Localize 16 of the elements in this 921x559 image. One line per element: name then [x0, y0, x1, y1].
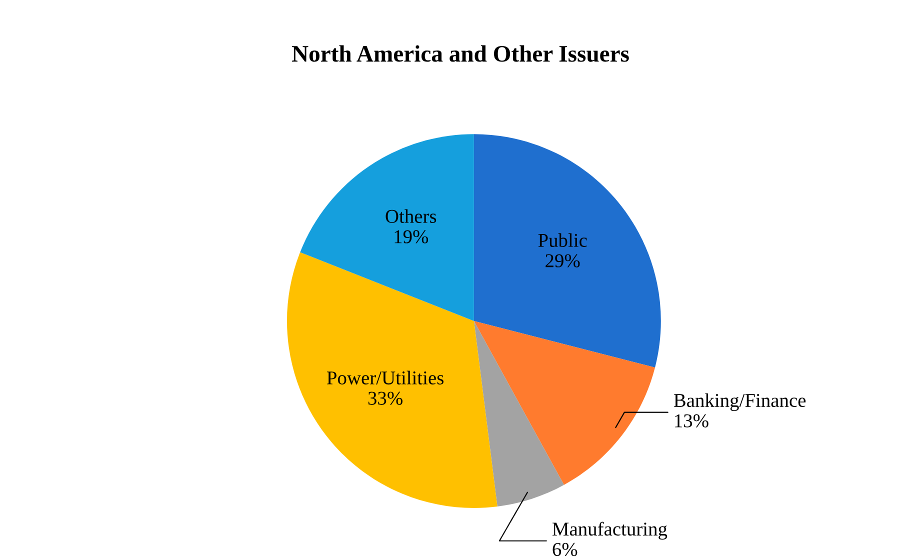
pie-slice — [286, 252, 498, 508]
pie-slice — [474, 321, 564, 507]
data-label: 33% — [368, 392, 402, 405]
slice-label: Banking/Finance — [674, 393, 806, 412]
data-label: 29% — [546, 254, 580, 268]
pie-slice — [300, 134, 474, 322]
chart-title: North America and Other Issuers — [292, 45, 629, 62]
data-label: 19% — [394, 230, 428, 244]
data-label: 13% — [675, 414, 708, 428]
slice-label: Power/Utilities — [327, 370, 444, 384]
pie-slice — [474, 321, 656, 485]
data-label: 6% — [552, 542, 578, 556]
slice-label: Manufacturing — [552, 522, 668, 540]
slice-label: Public — [538, 233, 587, 247]
slice-label: Others — [386, 209, 436, 223]
pie-slice — [474, 134, 661, 368]
